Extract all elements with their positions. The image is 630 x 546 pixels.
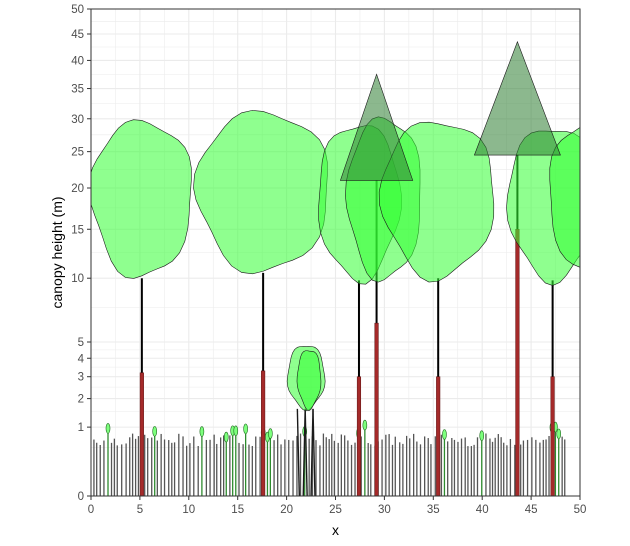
understory-leaf (223, 431, 229, 443)
broadleaf-crown (296, 350, 322, 412)
x-tick-label: 0 (88, 504, 94, 516)
broadleaf-crown (193, 110, 328, 275)
stems (139, 155, 555, 496)
tree-stem-base (139, 372, 144, 496)
understory-leaf (105, 423, 111, 434)
understory-leaf (362, 419, 368, 431)
understory-leaf (199, 426, 205, 437)
tree-stem-base (436, 376, 441, 496)
y-tick-label: 2 (78, 394, 84, 406)
understory-leaf (479, 430, 485, 441)
x-tick-label: 15 (231, 504, 244, 516)
small-tree-stem (312, 408, 316, 496)
y-tick-label: 40 (71, 55, 84, 67)
broadleaf-crown (378, 121, 495, 283)
y-tick-label: 50 (71, 4, 84, 16)
x-tick-label: 5 (137, 504, 143, 516)
understory-leaf (556, 428, 562, 440)
understory-leaf (233, 425, 239, 437)
tree-stem-base (374, 322, 379, 496)
y-tick-label: 30 (71, 114, 84, 126)
x-tick-label: 40 (476, 504, 489, 516)
x-tick-label: 45 (525, 504, 538, 516)
x-tick-label: 30 (378, 504, 391, 516)
understory-leaf (243, 423, 248, 435)
y-axis-title: canopy height (m) (49, 196, 65, 308)
small-tree-stem (296, 408, 301, 496)
y-tick-label: 15 (71, 224, 84, 236)
broadleaf-crown (549, 127, 580, 268)
y-tick-label: 45 (71, 29, 84, 41)
y-tick-label: 0 (78, 491, 84, 503)
crowns (91, 40, 580, 412)
y-tick-label: 35 (71, 84, 84, 96)
x-tick-label: 50 (574, 504, 587, 516)
conifer-crown (339, 73, 414, 181)
y-tick-label: 25 (71, 147, 84, 159)
tree-stem-base (261, 370, 266, 496)
small-tree-stem (304, 408, 308, 496)
y-tick-label: 3 (78, 372, 84, 384)
x-tick-label: 20 (280, 504, 293, 516)
broadleaf-crown (91, 119, 192, 279)
y-tick-label: 10 (71, 273, 84, 285)
y-tick-label: 4 (78, 353, 85, 365)
x-tick-label: 25 (329, 504, 342, 516)
y-tick-label: 20 (71, 183, 84, 195)
x-axis-title: x (332, 522, 339, 538)
understory-leaf (268, 428, 273, 439)
x-tick-label: 10 (182, 504, 195, 516)
tree-stem-base (550, 376, 555, 496)
tree-stem-base (356, 376, 362, 496)
understory-leaf (152, 426, 157, 437)
y-tick-label: 5 (78, 337, 84, 349)
conifer-crown (473, 40, 561, 156)
tree-stem-base (515, 229, 520, 496)
y-tick-label: 1 (78, 422, 84, 434)
understory-leaf (442, 429, 447, 440)
x-axis: 0 5 10 15 20 25 30 35 40 45 50 (88, 496, 587, 516)
x-tick-label: 35 (427, 504, 440, 516)
